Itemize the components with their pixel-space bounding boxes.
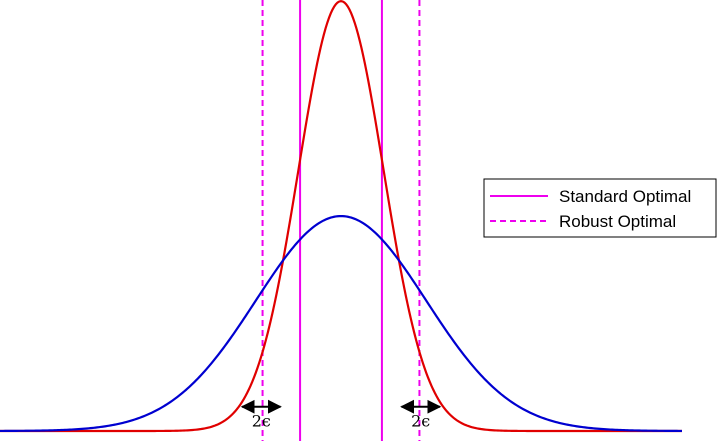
annotations: 2ϵ 2ϵ [240,399,442,431]
epsilon-label-1: 2ϵ [252,412,271,431]
epsilon-label-2: 2ϵ [411,412,430,431]
legend-box [483,178,717,238]
legend: Standard Optimal Robust Optimal [483,178,717,238]
curves [0,0,683,433]
narrow-gaussian-curve [0,0,682,433]
wide-gaussian-curve [0,214,683,433]
vertical-lines [261,0,421,441]
legend-label-2: Robust Optimal [559,212,676,231]
legend-label-1: Standard Optimal [559,187,691,206]
